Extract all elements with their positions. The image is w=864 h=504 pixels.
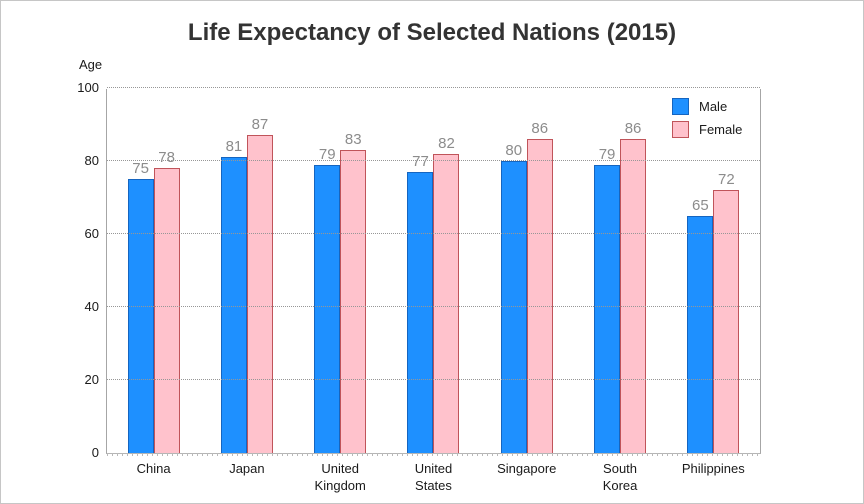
bar-female-japan [246, 135, 273, 453]
x-tick-label-united-kingdom: United Kingdom [314, 461, 366, 493]
legend-item-male[interactable]: Male [672, 98, 742, 115]
bar-value-label: 83 [344, 131, 362, 149]
bar-column: 87 [246, 116, 273, 453]
legend-label-female: Female [699, 122, 743, 137]
y-axis-title: Age [79, 57, 103, 72]
bar-value-label: 77 [412, 152, 429, 170]
x-tick-label-south-korea: South Korea [602, 461, 638, 493]
bar-column: 75 [127, 160, 154, 453]
bar-value-label: 79 [598, 145, 616, 163]
bar-column: 78 [153, 149, 180, 453]
y-tick-label-80: 80 [84, 153, 99, 168]
bar-value-label: 86 [531, 120, 549, 138]
bar-column: 86 [526, 120, 553, 453]
bar-male-united-states [407, 171, 434, 453]
bar-group-china: 75 78 [107, 149, 200, 453]
bar-male-united-kingdom [314, 164, 341, 453]
bar-column: 79 [594, 145, 621, 453]
bar-group-united-kingdom: 79 83 [294, 131, 387, 453]
gridline-80 [107, 160, 760, 161]
bar-male-japan [220, 157, 247, 453]
x-axis-labels: China Japan United Kingdom United States Sin… [107, 460, 760, 494]
bar-female-united-states [433, 153, 460, 453]
bar-column: 65 [687, 196, 714, 453]
bar-value-label: 72 [717, 171, 735, 189]
bar-value-label: 75 [132, 160, 149, 178]
bar-female-south-korea [620, 139, 647, 453]
x-tick-label-philippines: Philippines [681, 461, 745, 476]
y-tick-label-20: 20 [84, 372, 99, 387]
bar-value-label: 79 [318, 145, 336, 163]
bar-value-label: 86 [624, 120, 642, 138]
bar-groups: 75 78 81 87 79 83 77 82 80 86 79 86 65 72 [107, 89, 760, 453]
bar-value-label: 78 [158, 149, 175, 167]
bar-group-philippines: 65 72 [667, 171, 760, 453]
bar-column: 83 [340, 131, 367, 453]
bar-group-united-states: 77 82 [387, 135, 480, 453]
bar-value-label: 80 [505, 142, 523, 159]
bar-column: 80 [500, 142, 527, 453]
bar-male-south-korea [594, 164, 621, 453]
gridline-40 [107, 306, 760, 307]
y-tick-label-60: 60 [84, 226, 99, 241]
y-tick-label-0: 0 [91, 445, 99, 460]
bar-female-philippines [713, 190, 740, 453]
bar-male-singapore [500, 161, 527, 453]
female-series-swatch [672, 121, 689, 138]
male-series-swatch [672, 98, 689, 115]
gridline-20 [107, 379, 760, 380]
bar-group-singapore: 80 86 [480, 120, 573, 453]
plot-area: 75 78 81 87 79 83 77 82 80 86 79 86 65 72 China Japan U… [77, 80, 761, 493]
bar-column: 77 [407, 152, 434, 453]
y-tick-label-40: 40 [84, 299, 99, 314]
bar-column: 79 [314, 145, 341, 453]
x-tick-label-japan: Japan [229, 461, 265, 476]
bar-value-label: 87 [251, 116, 269, 134]
legend: Male Female [672, 98, 742, 138]
bar-female-united-kingdom [340, 150, 367, 453]
bar-column: 86 [620, 120, 647, 453]
bar-male-philippines [687, 215, 714, 453]
bar-column: 82 [433, 134, 460, 453]
y-tick-label-100: 100 [77, 80, 99, 95]
bar-female-china [153, 168, 180, 453]
bar-value-label: 81 [225, 138, 243, 156]
bar-group-south-korea: 79 86 [573, 120, 666, 453]
bar-column: 72 [713, 171, 740, 453]
bar-column: 81 [220, 138, 247, 453]
chart-title: Life Expectancy of Selected Nations (201… [187, 19, 677, 46]
gridline-60 [107, 233, 760, 234]
legend-label-male: Male [699, 99, 728, 114]
bar-male-china [127, 179, 154, 453]
x-tick-label-united-states: United States [414, 461, 453, 493]
x-tick-label-china: China [136, 461, 171, 476]
bar-value-label: 65 [691, 196, 709, 214]
bar-group-japan: 81 87 [200, 116, 293, 453]
legend-item-female[interactable]: Female [672, 121, 742, 138]
bar-value-label: 82 [438, 134, 455, 152]
gridline-100 [107, 87, 760, 88]
bar-female-singapore [526, 139, 553, 453]
x-tick-label-singapore: Singapore [497, 461, 557, 476]
